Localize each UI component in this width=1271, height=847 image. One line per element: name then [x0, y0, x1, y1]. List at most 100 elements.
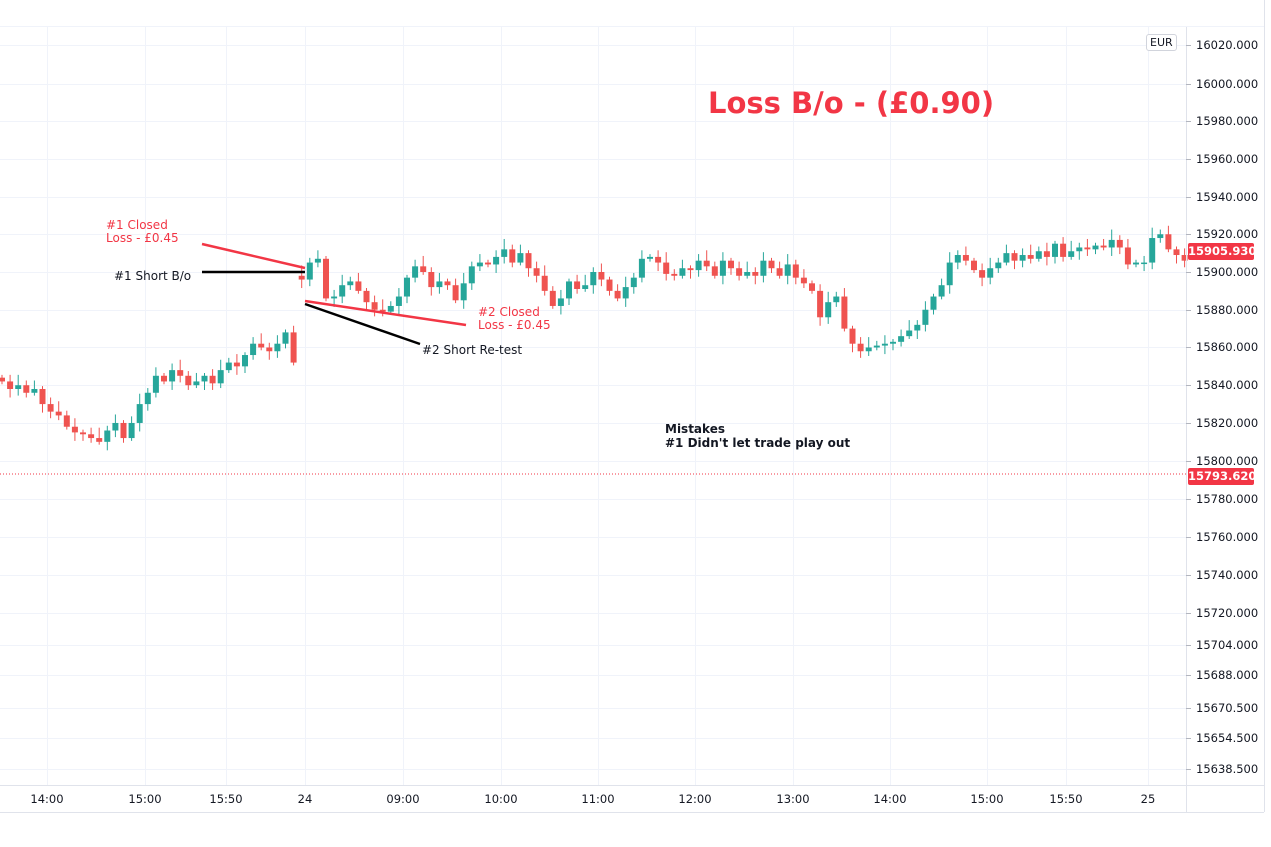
candle-body: [663, 262, 670, 274]
candle: [258, 333, 265, 351]
candle: [517, 244, 524, 266]
candle: [290, 325, 297, 366]
price-tick-label: 15740.000: [1196, 568, 1258, 582]
candle: [938, 278, 945, 300]
candle: [630, 272, 637, 294]
candle: [1084, 238, 1091, 256]
candle-body: [1108, 239, 1115, 248]
closed1-label-line2: Loss - £0.45: [106, 231, 179, 245]
candle: [460, 272, 467, 309]
candle-body: [193, 381, 200, 386]
candle-body: [209, 375, 216, 384]
candle-body: [711, 266, 718, 276]
candle-body: [266, 347, 273, 352]
price-tick-label: 15880.000: [1196, 303, 1258, 317]
candle-body: [687, 268, 694, 271]
candle: [217, 359, 224, 389]
candle-body: [566, 281, 572, 299]
candle-body: [881, 343, 888, 346]
candle-body: [39, 388, 46, 405]
candle: [1092, 242, 1099, 255]
candle-body: [938, 285, 945, 297]
candle: [1165, 225, 1172, 253]
candle-body: [533, 268, 540, 276]
candle: [266, 342, 273, 360]
candle-body: [1165, 234, 1172, 250]
candle: [1116, 235, 1123, 255]
candle: [0, 374, 5, 385]
candle-body: [233, 362, 240, 367]
candle-body: [1068, 251, 1075, 257]
candle-body: [1173, 249, 1180, 256]
candle: [88, 427, 95, 443]
candle-body: [476, 262, 483, 267]
candle-body: [962, 255, 969, 261]
candle-body: [169, 370, 176, 382]
closed1-trendline[interactable]: [201, 242, 306, 270]
closed2-trendline[interactable]: [304, 299, 467, 327]
candle-body: [679, 268, 686, 276]
candle: [39, 386, 46, 413]
candle: [1124, 238, 1131, 270]
candle: [452, 278, 459, 304]
time-tick-label: 24: [298, 792, 313, 806]
candle: [1052, 240, 1058, 264]
candle: [744, 261, 751, 279]
candle-body: [744, 272, 751, 276]
candle: [638, 250, 645, 283]
candle-body: [1060, 243, 1067, 257]
candle: [144, 388, 151, 411]
candle-body: [460, 283, 467, 301]
candle: [525, 250, 532, 277]
candle: [55, 401, 62, 421]
closed2-label: #2 Closed Loss - £0.45: [478, 306, 551, 332]
candle-body: [339, 285, 346, 297]
candle-body: [590, 272, 597, 286]
candle-body: [630, 277, 637, 288]
candle: [493, 250, 500, 273]
candle: [468, 261, 475, 290]
candle: [250, 337, 257, 360]
candle-body: [201, 375, 208, 382]
candle-body: [282, 332, 289, 344]
price-tick-label: 15960.000: [1196, 152, 1258, 166]
candle: [752, 267, 759, 285]
candle: [71, 418, 78, 441]
candle: [404, 274, 410, 304]
candle: [841, 288, 848, 332]
candle-body: [517, 253, 524, 263]
currency-badge[interactable]: EUR: [1146, 34, 1177, 51]
candle: [833, 291, 840, 307]
candle: [371, 295, 378, 317]
candle-body: [444, 281, 451, 286]
candle: [995, 257, 1002, 273]
short2-trendline[interactable]: [304, 302, 421, 346]
candle-body: [274, 343, 281, 352]
candle: [776, 261, 783, 279]
candle: [201, 372, 208, 390]
candle: [339, 274, 346, 304]
candle: [152, 367, 159, 398]
candle-body: [371, 302, 378, 310]
candle-body: [128, 422, 135, 439]
candle-body: [890, 341, 896, 344]
candle: [420, 255, 427, 275]
candle: [719, 252, 726, 285]
time-tick-label: 14:00: [873, 792, 906, 806]
candle-body: [428, 272, 435, 288]
price-tick-label: 16020.000: [1196, 38, 1258, 52]
candle-body: [468, 266, 475, 284]
candle-body: [1043, 251, 1050, 257]
candle-body: [792, 264, 799, 278]
candle-body: [1141, 262, 1148, 265]
price-tick-label: 16000.000: [1196, 77, 1258, 91]
candle: [533, 261, 540, 283]
candle-body: [833, 296, 840, 303]
candle-body: [776, 268, 783, 276]
closed1-label-line1: #1 Closed: [106, 218, 168, 232]
candle-body: [1181, 255, 1188, 261]
candle: [541, 265, 548, 296]
candle: [177, 359, 184, 383]
candle-body: [136, 404, 143, 423]
